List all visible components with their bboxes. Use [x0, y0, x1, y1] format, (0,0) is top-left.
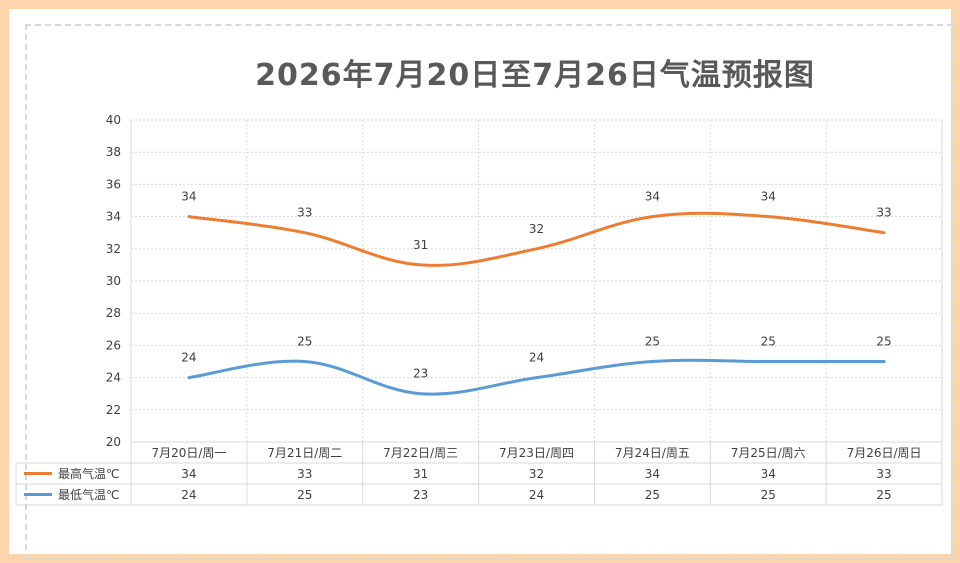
y-tick-label: 24 — [106, 371, 121, 385]
data-label: 34 — [181, 190, 196, 204]
y-tick-label: 28 — [106, 306, 121, 320]
table-cell: 25 — [761, 488, 776, 502]
table-cell: 32 — [529, 467, 544, 481]
y-tick-label: 34 — [106, 210, 121, 224]
data-label: 34 — [645, 190, 660, 204]
series-line-high — [187, 211, 886, 267]
data-label: 33 — [297, 206, 312, 220]
data-label: 25 — [297, 335, 312, 349]
legend-entry: 最低气温℃ — [58, 487, 119, 502]
y-tick-label: 20 — [106, 435, 121, 449]
data-label: 24 — [529, 351, 544, 365]
x-tick-label: 7月23日/周四 — [499, 446, 574, 460]
table-cell: 25 — [297, 488, 312, 502]
x-tick-label: 7月25日/周六 — [731, 446, 806, 460]
data-label: 23 — [413, 367, 428, 381]
y-tick-label: 40 — [106, 113, 121, 127]
data-label: 25 — [876, 335, 891, 349]
table-cell: 33 — [297, 467, 312, 481]
series-line-low — [187, 358, 886, 396]
chart-title: 2026年7月20日至7月26日气温预报图 — [255, 58, 815, 93]
table-cell: 34 — [181, 467, 196, 481]
data-label: 33 — [876, 206, 891, 220]
table-cell: 25 — [645, 488, 660, 502]
data-label: 34 — [761, 190, 776, 204]
data-label: 32 — [529, 222, 544, 236]
y-tick-label: 26 — [106, 338, 121, 352]
data-label: 25 — [645, 335, 660, 349]
data-label: 25 — [761, 335, 776, 349]
chart-area — [25, 24, 953, 560]
table-cell: 24 — [181, 488, 196, 502]
table-cell: 34 — [645, 467, 660, 481]
table-cell: 34 — [761, 467, 776, 481]
y-tick-label: 36 — [106, 177, 121, 191]
y-tick-label: 22 — [106, 403, 121, 417]
table-cell: 23 — [413, 488, 428, 502]
y-tick-label: 38 — [106, 145, 121, 159]
table-cell: 33 — [876, 467, 891, 481]
table-cell: 25 — [876, 488, 891, 502]
legend-entry: 最高气温℃ — [58, 466, 119, 481]
x-tick-label: 7月21日/周二 — [267, 446, 342, 460]
x-tick-label: 7月22日/周三 — [383, 446, 458, 460]
table-cell: 24 — [529, 488, 544, 502]
x-tick-label: 7月20日/周一 — [151, 446, 226, 460]
table-cell: 31 — [413, 467, 428, 481]
data-label: 31 — [413, 238, 428, 252]
y-tick-label: 30 — [106, 274, 121, 288]
x-tick-label: 7月26日/周日 — [847, 446, 922, 460]
data-label: 24 — [181, 351, 196, 365]
x-tick-label: 7月24日/周五 — [615, 446, 690, 460]
y-tick-label: 32 — [106, 242, 121, 256]
